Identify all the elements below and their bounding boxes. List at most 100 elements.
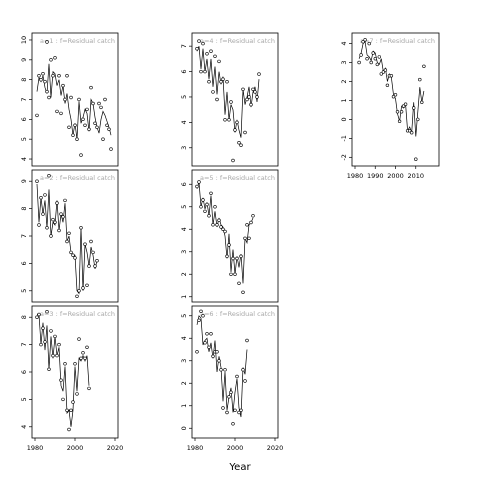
y-tick-label: 7 [20, 97, 28, 101]
y-tick-label: 1 [340, 98, 348, 102]
y-tick-label: 9 [20, 58, 28, 62]
data-point [393, 93, 398, 97]
data-point [73, 123, 77, 128]
data-point [255, 95, 259, 99]
y-tick-label: 3 [180, 146, 188, 150]
data-point [397, 119, 402, 124]
y-tick-label: 1 [180, 404, 188, 408]
data-point [365, 56, 369, 61]
data-point [87, 264, 91, 268]
data-point [231, 422, 235, 426]
data-point [215, 97, 219, 102]
data-point [101, 137, 105, 141]
data-point [71, 133, 75, 137]
data-point [49, 329, 53, 333]
data-point [215, 223, 219, 227]
data-point [211, 223, 215, 227]
data-point [379, 72, 383, 76]
data-point [237, 281, 241, 285]
panel-frame [191, 32, 279, 167]
data-point [403, 102, 408, 106]
data-point [225, 254, 229, 258]
data-point [408, 129, 412, 133]
panel-title: a=7 : f=Residual catch [360, 37, 435, 45]
data-point [211, 354, 215, 358]
data-point [412, 106, 416, 110]
data-point [77, 289, 81, 293]
fitted-line [196, 46, 260, 138]
data-point [39, 77, 43, 82]
data-point [47, 174, 51, 178]
data-point [391, 94, 396, 99]
y-tick-label: 7 [20, 343, 28, 347]
data-point [97, 101, 101, 106]
data-point [205, 332, 209, 336]
data-point [361, 39, 365, 44]
data-point [37, 73, 41, 78]
data-point [81, 286, 85, 290]
data-point [69, 250, 73, 255]
data-point [209, 332, 213, 336]
data-point [219, 79, 223, 84]
data-point [245, 338, 249, 343]
data-point [247, 236, 251, 241]
data-point [39, 342, 43, 347]
panel-title: a=5 : f=Residual catch [200, 174, 275, 182]
y-tick-label: 3 [180, 359, 188, 363]
y-tick-label: 3 [340, 60, 348, 64]
y-tick-label: 6 [20, 370, 28, 374]
panel-4: a=2 : f=Residual catch 5 6 7 8 9 [20, 169, 119, 303]
data-point [197, 39, 201, 43]
data-point [221, 227, 225, 232]
panel-2: a=4 : f=Residual catch 3 4 5 6 7 [180, 32, 279, 167]
data-point [213, 205, 217, 209]
data-point [207, 345, 211, 349]
panel-title: a=1 : f=Residual catch [40, 37, 115, 45]
data-point [107, 127, 111, 132]
data-point [221, 406, 225, 410]
data-point [203, 209, 207, 214]
data-point [197, 180, 201, 184]
x-tick-label: 2010 [407, 172, 424, 180]
data-point [209, 191, 213, 196]
data-point [201, 314, 205, 318]
data-point [73, 362, 77, 366]
data-point [67, 427, 71, 432]
data-point [233, 272, 237, 276]
data-point [43, 340, 47, 344]
data-point [416, 117, 420, 122]
data-point [85, 283, 89, 287]
data-point [213, 54, 217, 58]
fitted-line [196, 315, 248, 418]
data-point [199, 205, 203, 209]
panel-title: a=2 : f=Residual catch [40, 174, 115, 182]
data-point [195, 350, 199, 354]
data-point [420, 100, 424, 105]
y-tick-label: 6 [20, 117, 28, 121]
panel-6: a=3 : f=Residual catch 4 5 6 7 8 1980 2000 2020 [20, 305, 123, 452]
data-point [225, 410, 229, 415]
panel-frame [191, 305, 279, 439]
data-point [223, 229, 227, 234]
y-tick-label: 5 [180, 95, 188, 99]
data-point [195, 46, 199, 51]
data-point [203, 341, 207, 345]
data-point [418, 77, 422, 82]
data-point [359, 53, 363, 57]
data-point [35, 113, 39, 118]
data-point [87, 386, 91, 391]
data-point [105, 123, 109, 128]
data-point [79, 356, 83, 360]
panel-title: a=6 : f=Residual catch [200, 310, 275, 318]
data-point [205, 52, 209, 56]
data-point [69, 408, 73, 412]
data-point [245, 97, 249, 102]
data-point [235, 374, 239, 379]
data-point [65, 239, 69, 244]
data-point [357, 60, 361, 65]
data-point [45, 310, 49, 314]
data-point [41, 212, 45, 216]
data-point [377, 55, 381, 59]
data-point [79, 226, 83, 230]
data-point [215, 350, 219, 354]
